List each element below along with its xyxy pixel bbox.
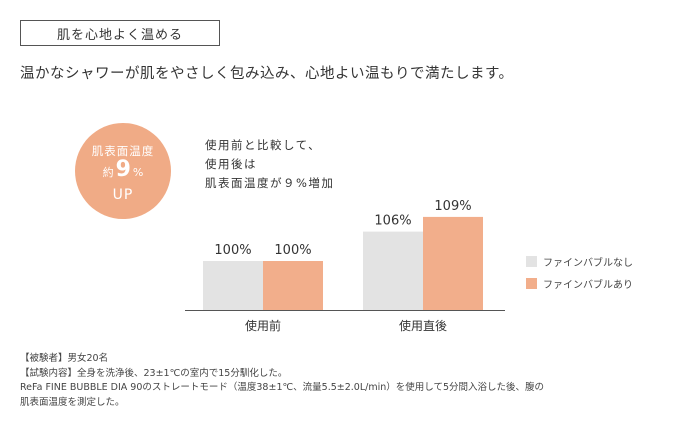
- bar-without-0: [203, 261, 263, 310]
- bar-without-1: [363, 231, 423, 310]
- bar-with-0: [263, 261, 323, 310]
- legend-label: ファインバブルあり: [543, 279, 633, 291]
- data-label: 100%: [214, 243, 251, 258]
- bar-with-1: [423, 216, 483, 310]
- footnote-line: 【試験内容】全身を洗浄後、23±1℃の室内で15分馴化した。: [20, 367, 288, 379]
- badge-number: 9: [115, 157, 131, 182]
- note-line: 使用前と比較して、: [205, 138, 322, 152]
- legend-item: ファインバブルあり: [526, 275, 633, 291]
- badge-value: 約9%: [75, 157, 171, 182]
- comparison-note: 使用前と比較して、 使用後は 肌表面温度が９%増加: [205, 136, 334, 193]
- footnote-line: 肌表面温度を測定した。: [20, 396, 125, 408]
- legend-swatch-with: [526, 277, 537, 289]
- increase-badge: 肌表面温度 約9% UP: [75, 123, 171, 219]
- data-label: 109%: [434, 199, 471, 214]
- category-label: 使用直後: [399, 318, 447, 333]
- note-line: 使用後は: [205, 157, 257, 171]
- headline: 温かなシャワーが肌をやさしく包み込み、心地よい温もりで満たします。: [20, 66, 514, 82]
- badge-unit: %: [132, 166, 144, 179]
- legend: ファインバブルなし ファインバブルあり: [526, 253, 633, 297]
- footnote-line: 【被験者】男女20名: [20, 353, 109, 364]
- section-title: 肌を心地よく温める: [20, 20, 220, 46]
- badge-label: 肌表面温度: [91, 144, 155, 158]
- legend-label: ファインバブルなし: [543, 257, 633, 269]
- data-label: 106%: [374, 214, 411, 229]
- data-label: 100%: [274, 243, 311, 258]
- badge-prefix: 約: [102, 166, 114, 179]
- category-label: 使用前: [245, 318, 281, 333]
- footnote: 【被験者】男女20名 【試験内容】全身を洗浄後、23±1℃の室内で15分馴化した…: [20, 352, 544, 410]
- legend-item: ファインバブルなし: [526, 253, 633, 269]
- footnote-line: ReFa FINE BUBBLE DIA 90のストレートモード（温度38±1℃…: [20, 382, 544, 393]
- note-line: 肌表面温度が９%増加: [205, 176, 335, 190]
- badge-up: UP: [112, 187, 134, 203]
- legend-swatch-without: [526, 255, 537, 267]
